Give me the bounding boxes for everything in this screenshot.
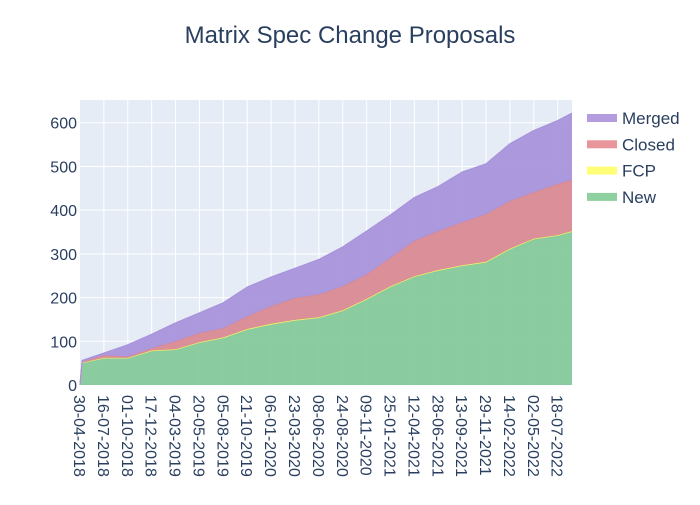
y-tick-label: 300 xyxy=(50,247,77,264)
y-tick-label: 0 xyxy=(68,378,77,395)
x-tick-label: 30-04-2018 xyxy=(70,395,87,477)
legend-label: Merged xyxy=(622,109,680,128)
x-tick-label: 05-08-2019 xyxy=(213,395,230,477)
x-tick-label: 25-01-2021 xyxy=(381,395,398,477)
x-tick-label: 14-02-2022 xyxy=(500,395,517,477)
x-tick-label: 02-05-2022 xyxy=(524,395,541,477)
legend-swatch xyxy=(587,192,617,201)
legend-item-closed[interactable]: Closed xyxy=(587,135,675,154)
legend: Merged Closed FCP New xyxy=(587,109,680,207)
x-tick-label: 20-05-2019 xyxy=(189,395,206,477)
x-tick-label: 12-04-2021 xyxy=(404,395,421,477)
area-merged xyxy=(80,113,572,385)
x-tick-label: 18-07-2022 xyxy=(548,395,565,477)
area-closed xyxy=(80,180,572,385)
x-tick-label: 21-10-2019 xyxy=(237,395,254,477)
x-axis: 30-04-2018 16-07-2018 01-10-2018 17-12-2018… xyxy=(70,395,565,477)
y-tick-label: 200 xyxy=(50,291,77,308)
y-tick-label: 500 xyxy=(50,159,77,176)
legend-swatch xyxy=(587,140,617,149)
x-tick-label: 09-11-2020 xyxy=(357,395,374,476)
legend-swatch xyxy=(587,114,617,122)
x-tick-label: 23-03-2020 xyxy=(285,395,302,477)
y-axis: 0 100 200 300 400 500 600 xyxy=(50,116,77,395)
legend-item-new[interactable]: New xyxy=(587,188,657,207)
legend-swatch xyxy=(587,166,617,175)
y-tick-label: 400 xyxy=(50,203,77,220)
x-tick-label: 28-06-2021 xyxy=(428,395,445,477)
x-tick-label: 08-06-2020 xyxy=(309,395,326,477)
y-tick-label: 600 xyxy=(50,116,77,133)
legend-item-fcp[interactable]: FCP xyxy=(587,162,656,181)
x-tick-label: 13-09-2021 xyxy=(452,395,469,477)
chart-title: Matrix Spec Change Proposals xyxy=(185,22,516,49)
areas xyxy=(79,112,573,386)
legend-label: Closed xyxy=(622,135,675,154)
legend-label: FCP xyxy=(622,162,656,181)
x-tick-label: 17-12-2018 xyxy=(142,395,159,477)
legend-label: New xyxy=(622,188,657,207)
x-tick-label: 01-10-2018 xyxy=(118,395,135,477)
x-tick-label: 06-01-2020 xyxy=(261,395,278,477)
x-tick-label: 29-11-2021 xyxy=(476,395,493,476)
x-tick-label: 16-07-2018 xyxy=(94,395,111,477)
x-tick-label: 24-08-2020 xyxy=(333,395,350,477)
area-new xyxy=(80,232,572,385)
x-tick-label: 04-03-2019 xyxy=(166,395,183,477)
line-merged xyxy=(79,112,573,386)
legend-item-merged[interactable]: Merged xyxy=(587,109,680,128)
y-tick-label: 100 xyxy=(50,334,77,351)
